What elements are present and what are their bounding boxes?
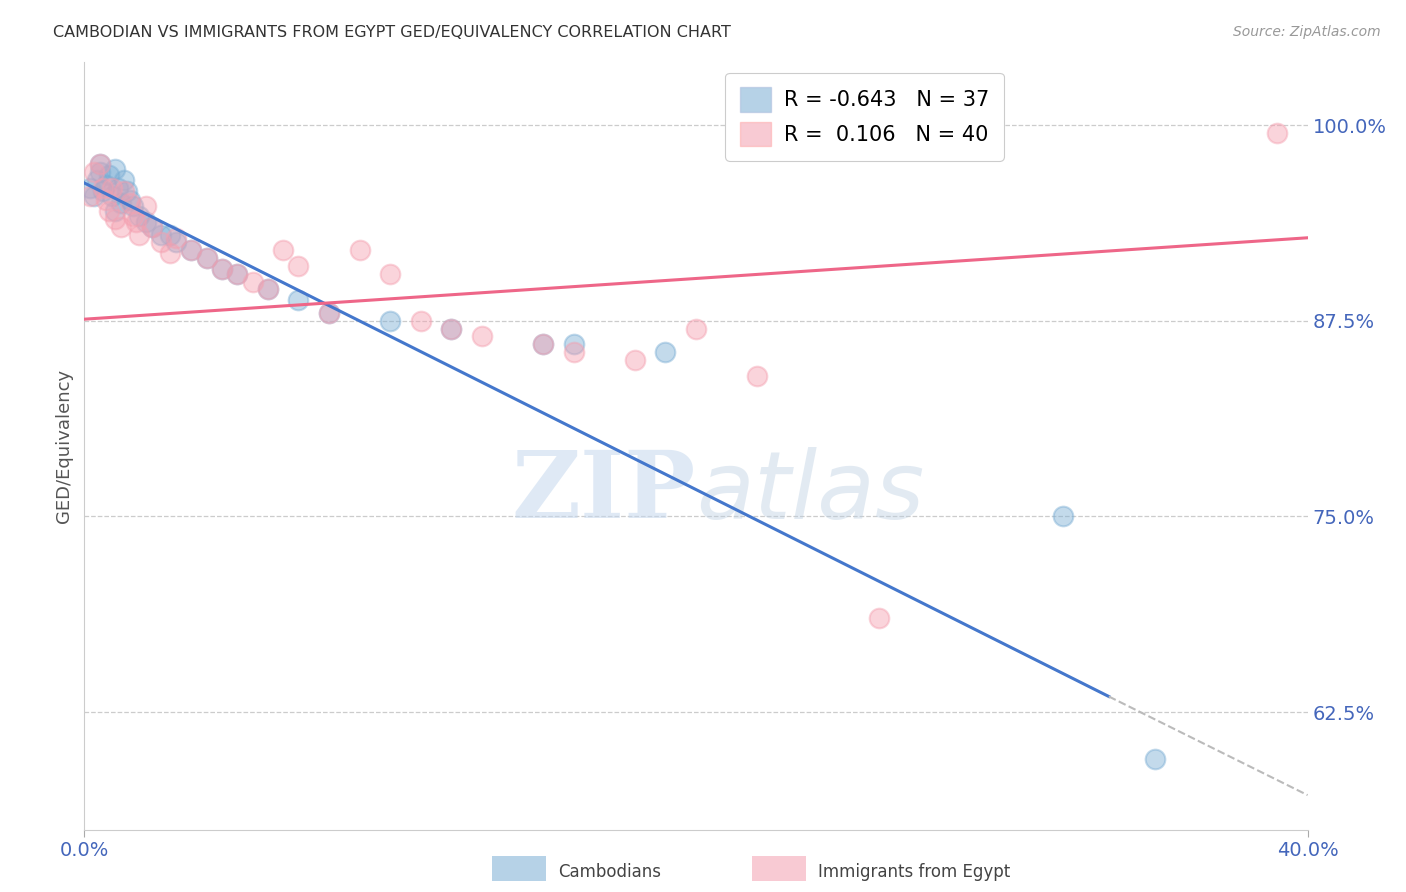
Point (624, 352, 647, 367)
Point (440, 321, 463, 335)
Point (180, 244, 202, 258)
Point (83, 165, 105, 179)
Point (104, 204, 127, 219)
Point (79, 188, 101, 202)
Point (531, 337, 554, 351)
Point (562, 337, 585, 351)
Point (159, 246, 181, 260)
Point (685, 321, 707, 335)
Point (257, 282, 280, 296)
Point (747, 368, 769, 383)
Point (654, 345, 676, 359)
Point (107, 180, 129, 194)
Point (149, 227, 172, 242)
Point (94, 193, 117, 207)
Point (195, 251, 218, 265)
Point (349, 244, 371, 258)
Point (1052, 509, 1074, 524)
Point (115, 184, 138, 198)
Point (112, 184, 135, 198)
Point (97, 204, 120, 219)
Point (120, 196, 142, 211)
Point (104, 212, 127, 227)
Point (242, 275, 264, 289)
Point (135, 199, 157, 213)
Text: CAMBODIAN VS IMMIGRANTS FROM EGYPT GED/EQUIVALENCY CORRELATION CHART: CAMBODIAN VS IMMIGRANTS FROM EGYPT GED/E… (53, 25, 731, 40)
Point (195, 251, 218, 265)
Point (869, 611, 891, 625)
Point (318, 306, 340, 320)
Point (141, 219, 163, 234)
Point (120, 193, 142, 207)
Text: Immigrants from Egypt: Immigrants from Egypt (818, 863, 1011, 881)
Point (94, 178, 117, 192)
Point (211, 262, 233, 277)
Point (89, 157, 111, 171)
Point (91, 184, 114, 198)
Point (149, 235, 172, 250)
Point (318, 306, 340, 320)
Point (91, 180, 114, 194)
Text: ZIP: ZIP (512, 447, 696, 537)
Point (122, 209, 145, 223)
Point (287, 259, 309, 273)
Point (125, 215, 148, 229)
Point (135, 215, 157, 229)
Point (112, 173, 135, 187)
Point (165, 235, 187, 250)
Point (1143, 752, 1166, 766)
Point (271, 244, 294, 258)
Point (380, 314, 402, 328)
Point (1265, 126, 1288, 140)
Point (104, 161, 127, 176)
Point (180, 244, 202, 258)
Point (211, 262, 233, 277)
Point (122, 199, 145, 213)
Point (257, 282, 280, 296)
Point (97, 168, 120, 182)
Point (128, 227, 150, 242)
Point (380, 267, 402, 281)
Point (79, 180, 101, 194)
Point (471, 329, 494, 343)
Point (86, 173, 108, 187)
Text: Source: ZipAtlas.com: Source: ZipAtlas.com (1233, 25, 1381, 39)
Point (89, 157, 111, 171)
Text: atlas: atlas (696, 447, 924, 538)
Legend: R = -0.643   N = 37, R =  0.106   N = 40: R = -0.643 N = 37, R = 0.106 N = 40 (725, 73, 1004, 161)
Point (110, 196, 132, 211)
Point (440, 321, 463, 335)
Point (101, 188, 124, 202)
Point (165, 231, 187, 245)
Point (101, 180, 124, 194)
Y-axis label: GED/Equivalency: GED/Equivalency (55, 369, 73, 523)
Point (226, 267, 249, 281)
Point (531, 337, 554, 351)
Point (287, 293, 309, 308)
Point (128, 209, 150, 223)
Point (141, 219, 163, 234)
Point (110, 219, 132, 234)
Point (409, 314, 432, 328)
Text: Cambodians: Cambodians (558, 863, 661, 881)
Point (159, 227, 181, 242)
Point (562, 345, 585, 359)
Point (226, 267, 249, 281)
Point (89, 165, 111, 179)
Point (83, 188, 105, 202)
